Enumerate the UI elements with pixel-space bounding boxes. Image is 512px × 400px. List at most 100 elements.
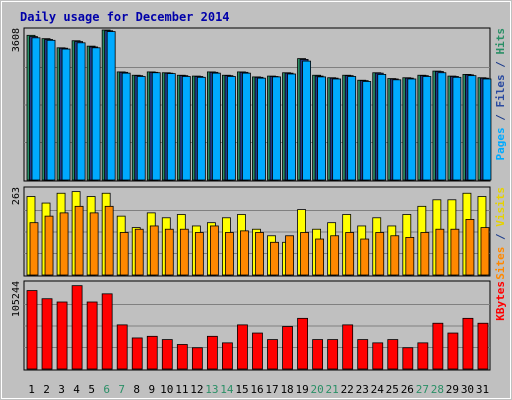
y-max-label: 263 bbox=[11, 187, 22, 205]
bar-sites-day-14 bbox=[225, 232, 234, 276]
bar-sites-day-8 bbox=[134, 228, 144, 276]
bar-pages-day-9 bbox=[151, 72, 161, 181]
bar-pages-day-16 bbox=[257, 77, 266, 181]
bar-pages-day-6 bbox=[106, 31, 116, 181]
bar-sites-day-27 bbox=[420, 232, 430, 276]
bar-pages-day-28 bbox=[437, 72, 447, 181]
y-max-label: 3608 bbox=[11, 28, 22, 52]
bar-kbytes-day-31 bbox=[477, 322, 489, 370]
x-tick-label-16: 16 bbox=[250, 383, 263, 396]
bar-kbytes-day-29 bbox=[447, 332, 459, 370]
x-tick-label-20: 20 bbox=[311, 383, 324, 396]
panel-hits-files-pages: 3608 Pages / Files / Hits bbox=[11, 27, 507, 182]
bar-sites-day-13 bbox=[209, 225, 219, 276]
bar-kbytes-day-30 bbox=[462, 317, 474, 370]
bar-sites-day-11 bbox=[179, 228, 189, 276]
legend-entry: Visits bbox=[494, 187, 507, 227]
legend-entry: Pages bbox=[494, 127, 507, 160]
chart-title: Daily usage for December 2014 bbox=[20, 10, 230, 24]
bar-pages-day-25 bbox=[392, 79, 402, 181]
x-tick-label-6: 6 bbox=[103, 383, 110, 396]
bar-sites-day-18 bbox=[285, 235, 294, 276]
bar-pages-day-10 bbox=[166, 73, 176, 181]
bar-kbytes-day-25 bbox=[387, 339, 399, 370]
legend: Sites / Visits bbox=[494, 187, 507, 280]
bar-kbytes-day-15 bbox=[237, 324, 248, 370]
bar-sites-day-29 bbox=[450, 228, 460, 276]
legend-entry: Sites bbox=[494, 247, 507, 280]
x-tick-label-15: 15 bbox=[235, 383, 248, 396]
bar-pages-day-19 bbox=[302, 60, 311, 181]
x-tick-label-30: 30 bbox=[461, 383, 474, 396]
legend-entry: / bbox=[494, 55, 507, 75]
bar-sites-day-9 bbox=[149, 225, 159, 276]
bar-kbytes-day-21 bbox=[327, 339, 339, 370]
bar-sites-day-20 bbox=[315, 238, 325, 276]
x-tick-label-24: 24 bbox=[371, 383, 385, 396]
bar-kbytes-day-16 bbox=[252, 332, 263, 370]
bar-kbytes-day-1 bbox=[26, 290, 38, 370]
bar-sites-day-15 bbox=[240, 230, 249, 276]
bar-pages-day-13 bbox=[211, 72, 221, 181]
bar-sites-day-3 bbox=[59, 212, 69, 276]
legend-entry: / bbox=[494, 108, 507, 128]
bar-sites-day-25 bbox=[390, 235, 400, 276]
x-tick-label-14: 14 bbox=[220, 383, 234, 396]
x-tick-label-4: 4 bbox=[73, 383, 80, 396]
x-tick-label-22: 22 bbox=[341, 383, 354, 396]
bar-sites-day-10 bbox=[164, 228, 174, 276]
bar-kbytes-day-7 bbox=[116, 324, 128, 370]
bar-kbytes-day-8 bbox=[131, 337, 143, 370]
bar-pages-day-29 bbox=[452, 76, 462, 181]
x-tick-label-19: 19 bbox=[295, 383, 308, 396]
bar-pages-day-8 bbox=[136, 76, 146, 181]
bar-pages-day-4 bbox=[76, 42, 86, 181]
bar-sites-day-6 bbox=[104, 205, 114, 276]
x-tick-label-26: 26 bbox=[401, 383, 414, 396]
bar-pages-day-18 bbox=[287, 73, 296, 181]
bar-pages-day-3 bbox=[61, 48, 71, 181]
bar-sites-day-28 bbox=[435, 228, 445, 276]
bar-pages-day-15 bbox=[242, 72, 251, 181]
panel-kbytes: 105244 KBytes bbox=[11, 280, 507, 371]
bar-sites-day-12 bbox=[194, 232, 204, 276]
bar-kbytes-day-3 bbox=[56, 301, 68, 370]
bar-pages-day-22 bbox=[347, 76, 357, 181]
bar-sites-day-21 bbox=[330, 235, 340, 276]
bar-pages-day-26 bbox=[407, 78, 417, 181]
x-tick-label-1: 1 bbox=[28, 383, 35, 396]
bar-sites-day-24 bbox=[375, 232, 385, 276]
bar-sites-day-23 bbox=[360, 238, 370, 276]
x-tick-label-2: 2 bbox=[43, 383, 50, 396]
x-tick-label-9: 9 bbox=[148, 383, 155, 396]
x-tick-label-12: 12 bbox=[190, 383, 203, 396]
bar-kbytes-day-11 bbox=[176, 344, 188, 370]
x-tick-label-5: 5 bbox=[88, 383, 95, 396]
bar-pages-day-11 bbox=[181, 76, 191, 181]
bar-kbytes-day-14 bbox=[222, 342, 233, 370]
bar-sites-day-31 bbox=[480, 227, 490, 276]
bar-sites-day-7 bbox=[119, 232, 129, 276]
bar-sites-day-17 bbox=[270, 241, 279, 276]
bar-kbytes-day-10 bbox=[161, 339, 173, 370]
bar-kbytes-day-28 bbox=[432, 322, 444, 370]
legend: KBytes bbox=[494, 281, 507, 321]
bar-sites-day-2 bbox=[44, 215, 54, 276]
y-max-label: 105244 bbox=[11, 281, 22, 317]
bar-sites-day-19 bbox=[300, 232, 309, 276]
x-tick-label-29: 29 bbox=[446, 383, 459, 396]
bar-kbytes-day-27 bbox=[417, 342, 429, 370]
bar-pages-day-24 bbox=[377, 74, 387, 181]
bar-kbytes-day-6 bbox=[101, 293, 113, 370]
legend-entry: KBytes bbox=[494, 281, 507, 321]
x-tick-label-8: 8 bbox=[133, 383, 140, 396]
x-tick-label-18: 18 bbox=[280, 383, 293, 396]
bar-sites-day-1 bbox=[29, 222, 39, 276]
bar-kbytes-day-18 bbox=[282, 326, 293, 370]
bar-pages-day-27 bbox=[422, 76, 432, 181]
bar-sites-day-4 bbox=[74, 205, 84, 276]
x-tick-label-13: 13 bbox=[205, 383, 218, 396]
bar-pages-day-21 bbox=[332, 78, 342, 181]
